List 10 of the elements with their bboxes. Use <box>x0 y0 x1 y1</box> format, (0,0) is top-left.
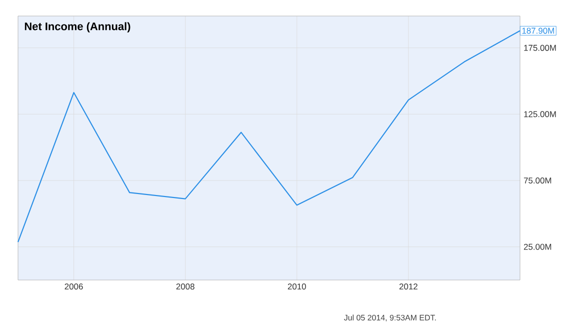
text: Net Income (Annual) <box>24 22 130 32</box>
x-tick-label: 2012 <box>399 284 418 290</box>
x-tick-label: 2006 <box>64 284 83 290</box>
y-tick-label: 75.00M <box>524 178 552 184</box>
y-tick-label: 125.00M <box>524 111 556 118</box>
data-label: 187.90M <box>522 28 554 34</box>
y-tick-label: 175.00M <box>524 44 556 51</box>
x-tick-label: 2010 <box>288 284 306 290</box>
y-tick-label: 25.00M <box>524 244 552 250</box>
x-tick-label: 2008 <box>176 284 194 290</box>
